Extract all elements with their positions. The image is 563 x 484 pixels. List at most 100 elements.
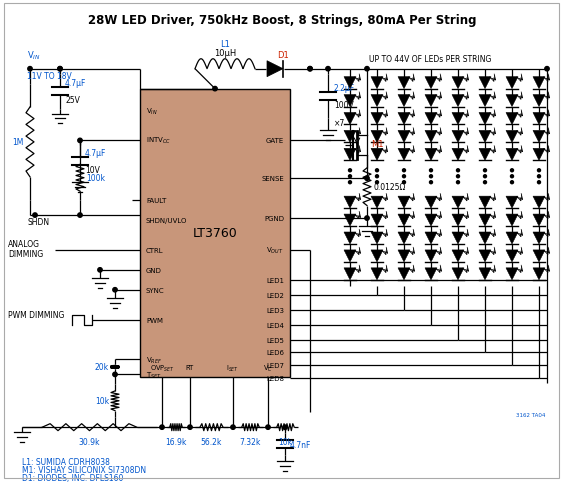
Polygon shape <box>398 131 410 143</box>
Circle shape <box>484 175 486 179</box>
Polygon shape <box>398 95 410 107</box>
Text: CTRL: CTRL <box>146 247 164 254</box>
Circle shape <box>283 425 287 429</box>
Polygon shape <box>371 149 383 161</box>
Circle shape <box>511 175 513 179</box>
Polygon shape <box>371 268 383 280</box>
Polygon shape <box>425 197 437 209</box>
Polygon shape <box>398 250 410 262</box>
Polygon shape <box>506 113 518 125</box>
Polygon shape <box>479 131 491 143</box>
Polygon shape <box>533 95 545 107</box>
Polygon shape <box>425 250 437 262</box>
Text: 7.32k: 7.32k <box>240 437 261 446</box>
Polygon shape <box>533 250 545 262</box>
Polygon shape <box>371 131 383 143</box>
Polygon shape <box>344 197 356 209</box>
Text: 4.7nF: 4.7nF <box>290 439 311 449</box>
Polygon shape <box>425 95 437 107</box>
Text: T$_{SET}$: T$_{SET}$ <box>146 371 162 381</box>
Polygon shape <box>344 113 356 125</box>
Polygon shape <box>371 113 383 125</box>
Polygon shape <box>506 197 518 209</box>
Polygon shape <box>452 268 464 280</box>
Circle shape <box>365 67 369 72</box>
Text: LED5: LED5 <box>266 337 284 343</box>
Circle shape <box>58 67 62 72</box>
Polygon shape <box>533 232 545 244</box>
Circle shape <box>484 182 486 184</box>
Text: 16.9k: 16.9k <box>166 437 187 446</box>
Polygon shape <box>479 95 491 107</box>
Polygon shape <box>533 197 545 209</box>
Polygon shape <box>371 232 383 244</box>
Text: UP TO 44V OF LEDs PER STRING: UP TO 44V OF LEDs PER STRING <box>369 55 491 64</box>
Circle shape <box>365 216 369 221</box>
Polygon shape <box>533 131 545 143</box>
Polygon shape <box>425 131 437 143</box>
Polygon shape <box>398 197 410 209</box>
Text: I$_{SET}$: I$_{SET}$ <box>226 363 239 373</box>
Polygon shape <box>479 149 491 161</box>
Text: 10V: 10V <box>85 166 100 175</box>
Text: 100k: 100k <box>86 174 105 183</box>
Text: 1M: 1M <box>12 138 24 147</box>
Text: LED4: LED4 <box>266 322 284 328</box>
Circle shape <box>430 175 432 179</box>
Circle shape <box>308 67 312 72</box>
Circle shape <box>511 182 513 184</box>
Polygon shape <box>533 113 545 125</box>
Circle shape <box>376 182 378 184</box>
Circle shape <box>113 288 117 292</box>
Polygon shape <box>533 77 545 90</box>
Text: 11V TO 18V: 11V TO 18V <box>27 72 72 80</box>
Polygon shape <box>533 214 545 227</box>
Text: D1: D1 <box>277 51 289 60</box>
Polygon shape <box>344 214 356 227</box>
Text: L1: L1 <box>220 40 230 49</box>
Text: SYNC: SYNC <box>146 287 164 293</box>
Text: LED7: LED7 <box>266 363 284 369</box>
Polygon shape <box>452 113 464 125</box>
Circle shape <box>266 425 270 429</box>
Text: V$_{IN}$: V$_{IN}$ <box>27 49 41 61</box>
Polygon shape <box>452 232 464 244</box>
Circle shape <box>511 169 513 172</box>
Circle shape <box>78 139 82 143</box>
Polygon shape <box>452 250 464 262</box>
Circle shape <box>430 169 432 172</box>
Circle shape <box>484 169 486 172</box>
Circle shape <box>403 175 405 179</box>
Polygon shape <box>398 268 410 280</box>
Circle shape <box>365 177 369 181</box>
Polygon shape <box>398 214 410 227</box>
Polygon shape <box>425 268 437 280</box>
Polygon shape <box>452 214 464 227</box>
Polygon shape <box>398 149 410 161</box>
Polygon shape <box>425 113 437 125</box>
Polygon shape <box>506 214 518 227</box>
Polygon shape <box>479 214 491 227</box>
Text: 4.7μF: 4.7μF <box>65 79 86 88</box>
Polygon shape <box>344 95 356 107</box>
Circle shape <box>403 182 405 184</box>
Circle shape <box>78 213 82 218</box>
Polygon shape <box>533 149 545 161</box>
Circle shape <box>213 87 217 91</box>
Polygon shape <box>425 214 437 227</box>
Bar <box>140 90 290 378</box>
Text: PWM DIMMING: PWM DIMMING <box>8 311 64 319</box>
Text: 4.7μF: 4.7μF <box>85 149 106 158</box>
Polygon shape <box>398 113 410 125</box>
Circle shape <box>308 67 312 72</box>
Polygon shape <box>267 61 283 77</box>
Polygon shape <box>479 250 491 262</box>
Polygon shape <box>344 268 356 280</box>
Polygon shape <box>533 268 545 280</box>
Polygon shape <box>425 77 437 90</box>
Polygon shape <box>344 250 356 262</box>
Circle shape <box>348 175 351 179</box>
Text: 10μH: 10μH <box>214 49 236 58</box>
Circle shape <box>33 213 37 218</box>
Circle shape <box>403 169 405 172</box>
